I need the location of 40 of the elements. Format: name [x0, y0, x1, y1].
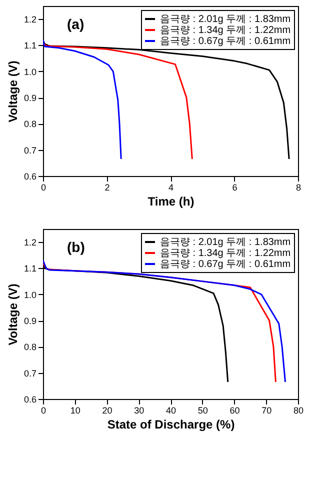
x-tick-label: 70: [262, 406, 272, 416]
x-tick-label: 0: [40, 182, 46, 192]
legend-label: 음극량 : 2.01g 두께 : 1.83mm: [160, 14, 291, 25]
x-tick-label: 60: [230, 406, 240, 416]
x-tick-label: 50: [198, 406, 208, 416]
y-tick-label: 0.8: [24, 119, 36, 130]
y-tick-label: 1.2: [24, 238, 36, 248]
x-tick-label: 40: [166, 406, 176, 416]
y-tick-label: 0.6: [24, 172, 36, 182]
x-tick-label: 0: [40, 406, 46, 416]
y-axis-title: Voltage (V): [6, 284, 20, 346]
x-axis-title: State of Discharge (%): [107, 418, 235, 432]
y-tick-label: 0.7: [24, 145, 36, 156]
legend-label: 음극량 : 1.34g 두께 : 1.22mm: [160, 25, 291, 36]
y-tick-label: 0.8: [24, 342, 36, 352]
legend-label: 음극량 : 0.67g 두께 : 0.61mm: [160, 259, 291, 270]
y-tick-label: 1.2: [24, 14, 36, 25]
y-tick-label: 0.6: [24, 394, 36, 404]
x-tick-label: 2: [104, 182, 110, 192]
y-tick-label: 1.0: [24, 290, 36, 300]
y-tick-label: 0.9: [24, 316, 36, 326]
y-tick-label: 0.9: [24, 93, 36, 104]
x-tick-label: 20: [102, 406, 112, 416]
y-tick-label: 1.1: [24, 264, 36, 274]
x-axis-title: Time (h): [148, 194, 194, 208]
y-tick-label: 0.7: [24, 368, 36, 378]
x-tick-label: 30: [134, 406, 144, 416]
x-tick-label: 80: [293, 406, 304, 416]
y-tick-label: 1.0: [24, 66, 36, 77]
y-axis-title: Voltage (V): [6, 60, 20, 122]
y-tick-label: 1.1: [24, 40, 36, 51]
legend-label: 음극량 : 1.34g 두께 : 1.22mm: [160, 248, 291, 259]
legend-label: 음극량 : 0.67g 두께 : 0.61mm: [160, 36, 291, 47]
x-tick-label: 8: [296, 182, 302, 192]
annotation: (a): [67, 16, 84, 32]
legend-label: 음극량 : 2.01g 두께 : 1.83mm: [160, 237, 291, 248]
annotation: (b): [67, 239, 85, 255]
x-tick-label: 4: [168, 182, 174, 192]
x-tick-label: 10: [70, 406, 80, 416]
x-tick-label: 6: [232, 182, 238, 192]
